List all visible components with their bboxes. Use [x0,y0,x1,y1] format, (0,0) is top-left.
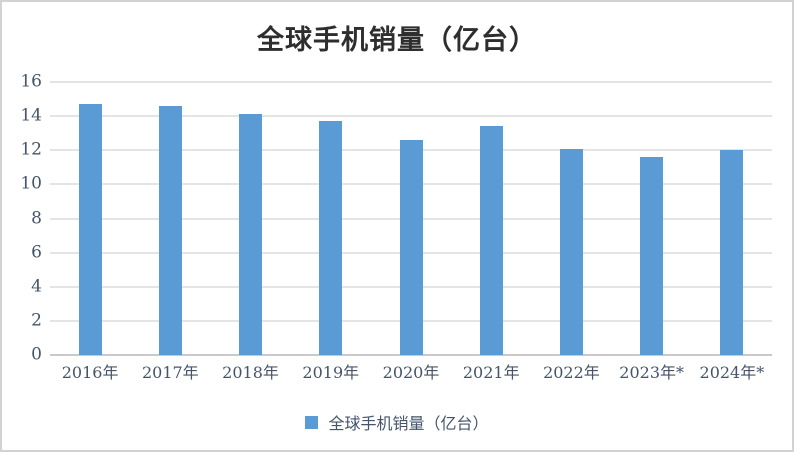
legend-swatch [305,415,319,429]
x-tick-label: 2021年 [462,363,520,382]
gridline [50,115,772,118]
bar-2017年 [158,105,182,355]
x-tick-label: 2016年 [61,363,119,382]
y-tick-label: 6 [31,242,42,263]
bar-2021年 [479,126,503,355]
x-tick-label: 2024年* [699,363,765,382]
bar-2020年 [399,140,423,355]
x-tick-label: 2017年 [141,363,199,382]
chart-title: 全球手机销量（亿台） [257,25,537,56]
gridline [50,81,772,83]
plot-area: 0 2 4 6 8 10 12 14 16 2016年 2017年 2018年 2019年 2020年 20… [20,73,772,381]
y-tick-label: 2 [31,310,42,331]
bar-2018年 [239,114,263,355]
x-tick-label: 2019年 [302,363,360,382]
y-tick-label: 16 [20,71,42,92]
y-tick-label: 4 [31,276,42,297]
x-tick-label: 2023年* [619,363,685,382]
y-tick-label: 0 [31,344,42,365]
y-tick-label: 12 [20,139,42,160]
x-axis-line [50,354,772,356]
y-tick-label: 10 [20,173,42,194]
bar-2019年 [319,121,343,355]
x-tick-label: 2022年 [543,363,600,382]
bar-2024年* [720,150,744,355]
y-tick-label: 14 [20,105,42,126]
legend-label: 全球手机销量（亿台） [328,414,489,433]
x-tick-label: 2020年 [382,363,440,382]
bar-2023年* [640,157,664,355]
y-tick-label: 8 [31,208,42,228]
bar-2016年 [78,104,102,355]
legend: 全球手机销量（亿台） [2,410,792,434]
x-tick-label: 2018年 [222,363,279,382]
bar-2022年 [559,148,583,355]
